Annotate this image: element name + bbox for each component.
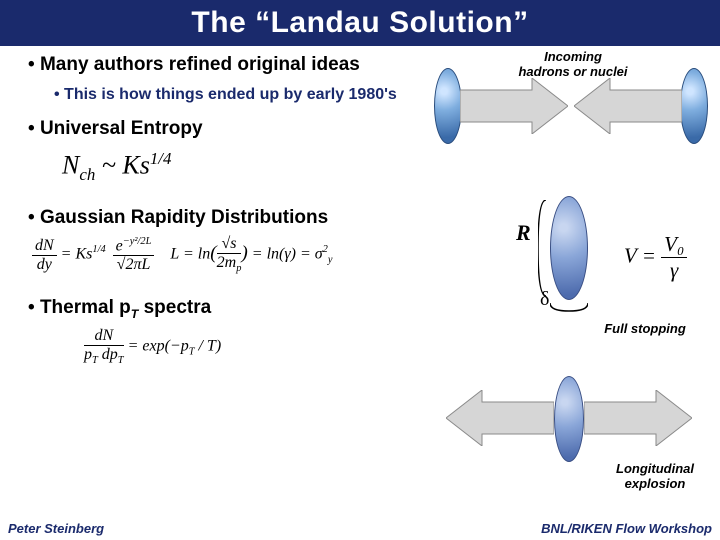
bullet-1a: This is how things ended up by early 198… bbox=[54, 85, 406, 104]
gaussian-formula: dN dy = Ks1/4 e−y²/2L √2πL L = ln( √s 2m… bbox=[32, 235, 406, 274]
diagram-area: Incoming hadrons or nuclei R δ V = V₀ γ … bbox=[410, 50, 708, 480]
bullet-column: Many authors refined original ideas This… bbox=[14, 54, 406, 366]
incoming-caption: Incoming hadrons or nuclei bbox=[518, 50, 628, 80]
v-formula: V = V₀ γ bbox=[624, 232, 687, 283]
bullet-2: Universal Entropy bbox=[28, 118, 406, 141]
bullet-1: Many authors refined original ideas bbox=[28, 54, 406, 77]
R-label: R bbox=[516, 220, 531, 246]
footer-left: Peter Steinberg bbox=[8, 521, 104, 536]
arrow-out-left-icon bbox=[446, 390, 554, 446]
left-nucleus-icon bbox=[434, 68, 462, 144]
footer: Peter Steinberg BNL/RIKEN Flow Workshop bbox=[8, 521, 712, 536]
longitudinal-caption: Longitudinal explosion bbox=[600, 462, 710, 492]
exploding-ellipse-icon bbox=[554, 376, 584, 462]
bullet-3: Gaussian Rapidity Distributions bbox=[28, 207, 406, 230]
arrow-left-icon bbox=[574, 78, 682, 134]
delta-label: δ bbox=[540, 288, 549, 311]
delta-bracket-icon bbox=[550, 303, 588, 313]
stopped-ellipse-icon bbox=[550, 196, 588, 300]
full-stopping-caption: Full stopping bbox=[590, 322, 700, 337]
bullet-4: Thermal pT spectra bbox=[28, 297, 406, 322]
slide-title: The “Landau Solution” bbox=[0, 0, 720, 46]
right-nucleus-icon bbox=[680, 68, 708, 144]
R-bracket-icon bbox=[538, 200, 548, 296]
arrow-out-right-icon bbox=[584, 390, 692, 446]
entropy-formula: Nch ~ Ks1/4 bbox=[62, 149, 406, 185]
arrow-right-icon bbox=[460, 78, 568, 134]
footer-right: BNL/RIKEN Flow Workshop bbox=[541, 521, 712, 536]
thermal-formula: dN pT dpT = exp(−pT / T) bbox=[84, 327, 406, 366]
